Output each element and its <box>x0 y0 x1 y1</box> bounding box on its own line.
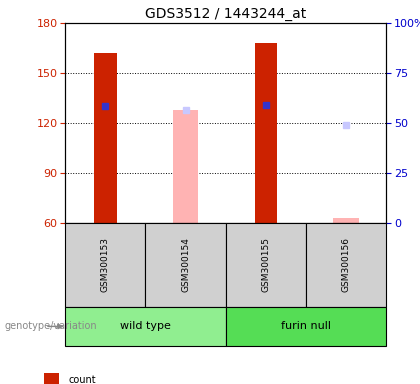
Bar <box>226 307 386 346</box>
Bar <box>226 223 306 307</box>
Text: GSM300154: GSM300154 <box>181 238 190 292</box>
Text: GSM300153: GSM300153 <box>101 237 110 293</box>
Bar <box>94 53 116 223</box>
Bar <box>173 109 198 223</box>
Title: GDS3512 / 1443244_at: GDS3512 / 1443244_at <box>145 7 306 21</box>
Text: wild type: wild type <box>120 321 171 331</box>
Bar <box>44 373 59 384</box>
Bar <box>306 223 386 307</box>
Bar <box>65 223 145 307</box>
Bar <box>65 307 226 346</box>
Bar <box>255 43 277 223</box>
Text: GSM300155: GSM300155 <box>261 237 270 293</box>
Bar <box>333 218 359 223</box>
Text: count: count <box>69 375 96 384</box>
Bar <box>145 223 226 307</box>
Text: GSM300156: GSM300156 <box>342 237 351 293</box>
Text: genotype/variation: genotype/variation <box>4 321 97 331</box>
Text: furin null: furin null <box>281 321 331 331</box>
